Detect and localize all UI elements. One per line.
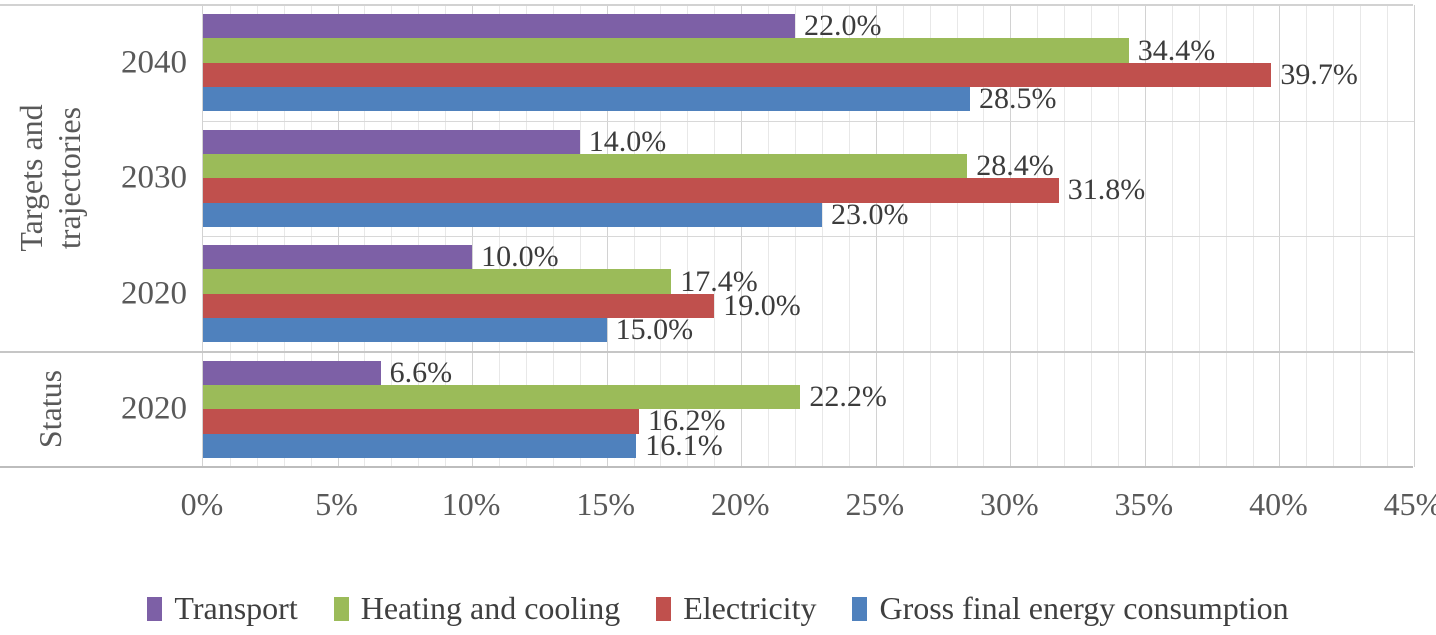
bar-value-label: 23.0%	[830, 197, 909, 231]
axis-group-label-line: trajectories	[51, 107, 87, 250]
bar-transport-2030	[203, 129, 580, 154]
category-label-2020-3: 2020	[121, 390, 187, 427]
bar-value-label: 22.0%	[804, 9, 882, 43]
bar-electricity-2020	[203, 293, 715, 319]
bar-value-label: 17.4%	[680, 264, 758, 298]
legend-swatch-icon	[147, 596, 163, 621]
axis-group-label-line: Status	[32, 370, 68, 449]
legend-swatch-icon	[333, 596, 349, 621]
bar-heating-and-cooling-2030	[203, 153, 968, 179]
bar-transport-2020	[203, 245, 473, 270]
legend-item-heating-and-cooling: Heating and cooling	[333, 590, 621, 627]
bar-value-label: 6.6%	[389, 355, 453, 389]
bar-heating-and-cooling-2020	[203, 384, 801, 410]
bar-value-label: 28.4%	[976, 149, 1054, 183]
bar-heating-and-cooling-2040	[203, 38, 1129, 63]
section-separator-line	[0, 351, 1413, 353]
bar-transport-2020	[203, 360, 381, 385]
bar-value-label: 15.0%	[615, 313, 694, 347]
category-label-2030-1: 2030	[121, 159, 187, 196]
plot-top-border	[0, 4, 1413, 6]
x-tick-label-15: 15%	[576, 486, 635, 522]
legend-item-transport: Transport	[147, 590, 298, 627]
axis-group-label-status: Status	[31, 370, 69, 448]
bar-value-label: 31.8%	[1067, 173, 1146, 207]
bar-gross-final-energy-consumption-2020	[203, 318, 607, 343]
axis-group-label-targets-and-trajectories: Targets and trajectories	[12, 105, 88, 252]
bar-value-label: 19.0%	[723, 288, 801, 322]
bar-gross-final-energy-consumption-2040	[203, 87, 970, 112]
bar-gross-final-energy-consumption-2030	[203, 202, 822, 227]
x-tick-label-30: 30%	[980, 486, 1039, 522]
bar-value-label: 16.1%	[645, 428, 723, 462]
bar-gross-final-energy-consumption-2020	[203, 433, 637, 458]
x-tick-label-25: 25%	[845, 486, 905, 522]
legend-label: Transport	[174, 590, 298, 626]
x-tick-label-0: 0%	[180, 486, 224, 522]
plot-area: 22.0% 34.4% 39.7% 28.5% 14.0% 28.4% 31.8% 23.0%…	[202, 5, 1415, 467]
bar-transport-2040	[203, 14, 796, 39]
x-axis-line	[0, 466, 1413, 468]
bar-electricity-2030	[203, 178, 1059, 203]
bar-value-label: 16.2%	[647, 404, 726, 438]
x-tick-label-5: 5%	[315, 486, 358, 522]
bar-electricity-2020	[203, 409, 639, 434]
x-tick-label-20: 20%	[710, 486, 770, 522]
legend-swatch-icon	[852, 596, 868, 621]
legend-swatch-icon	[656, 596, 672, 621]
bar-value-label: 28.5%	[978, 82, 1057, 116]
category-label-2040-0: 2040	[121, 44, 187, 81]
legend-label: Electricity	[683, 590, 817, 626]
axis-group-label-line: Targets and	[13, 104, 49, 252]
x-tick-label-35: 35%	[1114, 486, 1174, 522]
x-tick-label-45: 45%	[1383, 486, 1436, 522]
x-tick-label-10: 10%	[441, 486, 501, 522]
legend-label: Heating and cooling	[360, 590, 621, 626]
bar-value-label: 10.0%	[481, 240, 559, 274]
bar-electricity-2040	[203, 62, 1272, 88]
category-boundary-line	[203, 120, 1414, 122]
bar-value-label: 22.2%	[809, 380, 887, 414]
legend-label: Gross final energy consumption	[879, 590, 1289, 626]
bar-heating-and-cooling-2020	[203, 269, 672, 294]
bar-value-label: 34.4%	[1137, 33, 1216, 67]
bar-value-label: 39.7%	[1280, 57, 1358, 91]
category-boundary-line	[203, 236, 1414, 237]
legend: Transport Heating and cooling Electricity G…	[0, 590, 1436, 627]
legend-item-electricity: Electricity	[656, 590, 816, 627]
category-label-2020-2: 2020	[121, 275, 187, 312]
bar-value-label: 14.0%	[588, 124, 667, 158]
legend-item-gross-final-energy-consumption: Gross final energy consumption	[852, 590, 1289, 627]
x-tick-label-40: 40%	[1249, 486, 1308, 522]
